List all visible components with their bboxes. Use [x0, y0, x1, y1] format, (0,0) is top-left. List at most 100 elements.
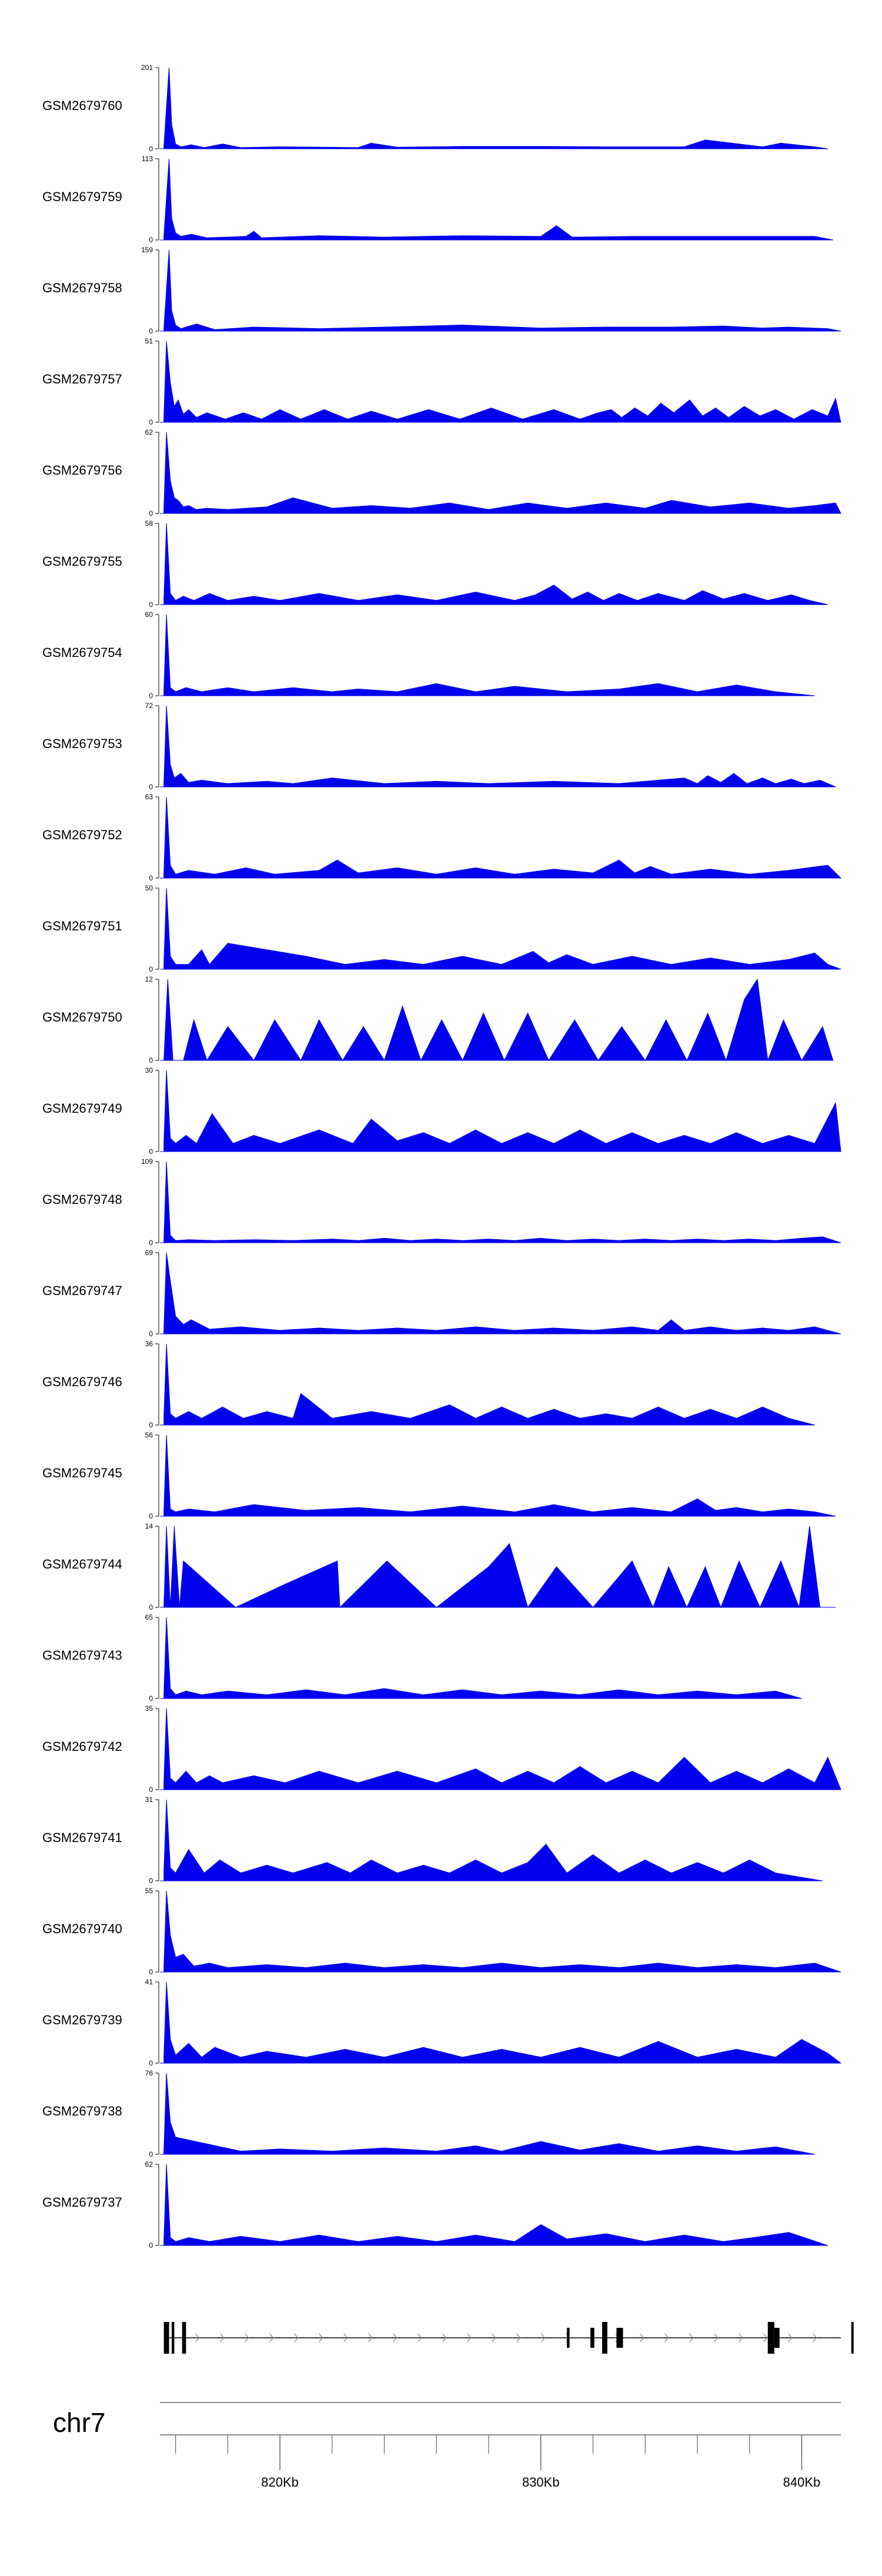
- coverage-area: [163, 1708, 841, 1790]
- coverage-area: [163, 2073, 815, 2155]
- y-max-label: 72: [145, 702, 153, 710]
- y-min-label: 0: [149, 1512, 153, 1520]
- y-max-label: 69: [145, 1249, 153, 1257]
- strand-arrow: [343, 2333, 348, 2343]
- track-label: GSM2679740: [42, 1921, 122, 1936]
- y-min-label: 0: [149, 418, 153, 426]
- y-max-label: 14: [145, 1522, 153, 1530]
- track: GSM2679753 72 0: [42, 702, 836, 791]
- y-max-label: 36: [145, 1340, 153, 1348]
- track: GSM2679756 62 0: [42, 428, 841, 518]
- strand-arrow: [541, 2333, 546, 2343]
- coverage-area: [163, 887, 841, 970]
- strand-arrow: [813, 2333, 817, 2343]
- strand-arrow: [269, 2333, 274, 2343]
- y-max-label: 30: [145, 1066, 153, 1075]
- y-max-label: 41: [145, 1978, 153, 1986]
- track-label: GSM2679746: [42, 1374, 122, 1389]
- y-max-label: 113: [142, 155, 153, 163]
- track-label: GSM2679739: [42, 2013, 122, 2027]
- y-min-label: 0: [149, 509, 153, 518]
- strand-arrow: [664, 2333, 669, 2343]
- y-max-label: 201: [141, 64, 153, 72]
- track: GSM2679746 36 0: [42, 1340, 815, 1429]
- y-max-label: 159: [141, 246, 153, 254]
- track-label: GSM2679747: [42, 1283, 122, 1298]
- y-min-label: 0: [149, 600, 153, 609]
- track-label: GSM2679748: [42, 1192, 122, 1207]
- coverage-area: [163, 1161, 841, 1243]
- exon-block: [163, 2322, 169, 2354]
- track-label: GSM2679741: [42, 1830, 122, 1845]
- y-min-label: 0: [149, 1056, 153, 1065]
- genome-axis: chr7 820Kb 830Kb 840Kb: [53, 2402, 841, 2490]
- y-min-label: 0: [149, 1330, 153, 1338]
- strand-arrow: [319, 2333, 323, 2343]
- y-max-label: 58: [145, 519, 153, 528]
- exon-block: [567, 2328, 570, 2348]
- strand-arrow: [788, 2333, 793, 2343]
- y-min-label: 0: [149, 327, 153, 335]
- exon-block: [767, 2322, 774, 2354]
- track: GSM2679745 56 0: [42, 1431, 836, 1520]
- exon-block: [602, 2322, 607, 2354]
- track-label: GSM2679737: [42, 2195, 122, 2210]
- y-min-label: 0: [149, 2241, 153, 2250]
- y-max-label: 50: [145, 884, 153, 892]
- exon-block: [616, 2328, 623, 2348]
- track-label: GSM2679755: [42, 554, 122, 569]
- coverage-area: [163, 1252, 841, 1334]
- exon-block: [590, 2328, 594, 2348]
- y-min-label: 0: [149, 874, 153, 882]
- track: GSM2679751 50 0: [42, 884, 841, 973]
- y-min-label: 0: [149, 1694, 153, 1703]
- track: GSM2679752 63 0: [42, 793, 842, 882]
- coverage-area: [163, 2164, 828, 2246]
- track: GSM2679743 65 0: [42, 1613, 802, 1703]
- y-max-label: 31: [145, 1796, 153, 1804]
- strand-arrow: [516, 2333, 521, 2343]
- strand-arrow: [368, 2333, 373, 2343]
- coverage-area: [163, 978, 834, 1062]
- track-label: GSM2679749: [42, 1101, 122, 1116]
- track-label: GSM2679752: [42, 827, 122, 842]
- y-max-label: 109: [141, 1157, 153, 1166]
- track-label: GSM2679757: [42, 372, 122, 386]
- track: GSM2679758 159 0: [42, 246, 841, 335]
- y-max-label: 60: [145, 610, 153, 619]
- track-label: GSM2679756: [42, 463, 122, 478]
- y-min-label: 0: [149, 965, 153, 973]
- track: GSM2679739 41 0: [42, 1978, 842, 2067]
- axis-tick-label: 840Kb: [783, 2475, 821, 2490]
- track: GSM2679740 55 0: [42, 1887, 841, 1976]
- track-label: GSM2679759: [42, 189, 122, 204]
- strand-arrow: [393, 2333, 397, 2343]
- exon-block: [182, 2322, 186, 2354]
- y-min-label: 0: [149, 236, 153, 244]
- track: GSM2679754 60 0: [42, 610, 815, 700]
- y-max-label: 63: [145, 793, 153, 801]
- track-label: GSM2679750: [42, 1010, 122, 1025]
- strand-arrow: [294, 2333, 299, 2343]
- y-max-label: 51: [145, 337, 153, 345]
- y-min-label: 0: [149, 1786, 153, 1794]
- gene-model-track: [163, 2322, 854, 2354]
- y-min-label: 0: [149, 1147, 153, 1156]
- track: GSM2679747 69 0: [42, 1249, 841, 1338]
- y-min-label: 0: [149, 1603, 153, 1611]
- y-min-label: 0: [149, 1877, 153, 1885]
- axis-tick-label: 820Kb: [261, 2475, 299, 2490]
- y-max-label: 35: [145, 1704, 153, 1713]
- track: GSM2679744 14 0: [42, 1522, 836, 1611]
- coverage-area: [163, 1799, 823, 1881]
- coverage-area: [163, 67, 828, 149]
- y-min-label: 0: [149, 2059, 153, 2067]
- exon-block: [774, 2328, 780, 2348]
- y-max-label: 76: [145, 2069, 153, 2077]
- track-label: GSM2679751: [42, 919, 122, 933]
- strand-arrow: [492, 2333, 496, 2343]
- y-min-label: 0: [149, 1421, 153, 1429]
- y-max-label: 62: [145, 2160, 153, 2168]
- track-label: GSM2679743: [42, 1648, 122, 1663]
- strand-arrow: [245, 2333, 249, 2343]
